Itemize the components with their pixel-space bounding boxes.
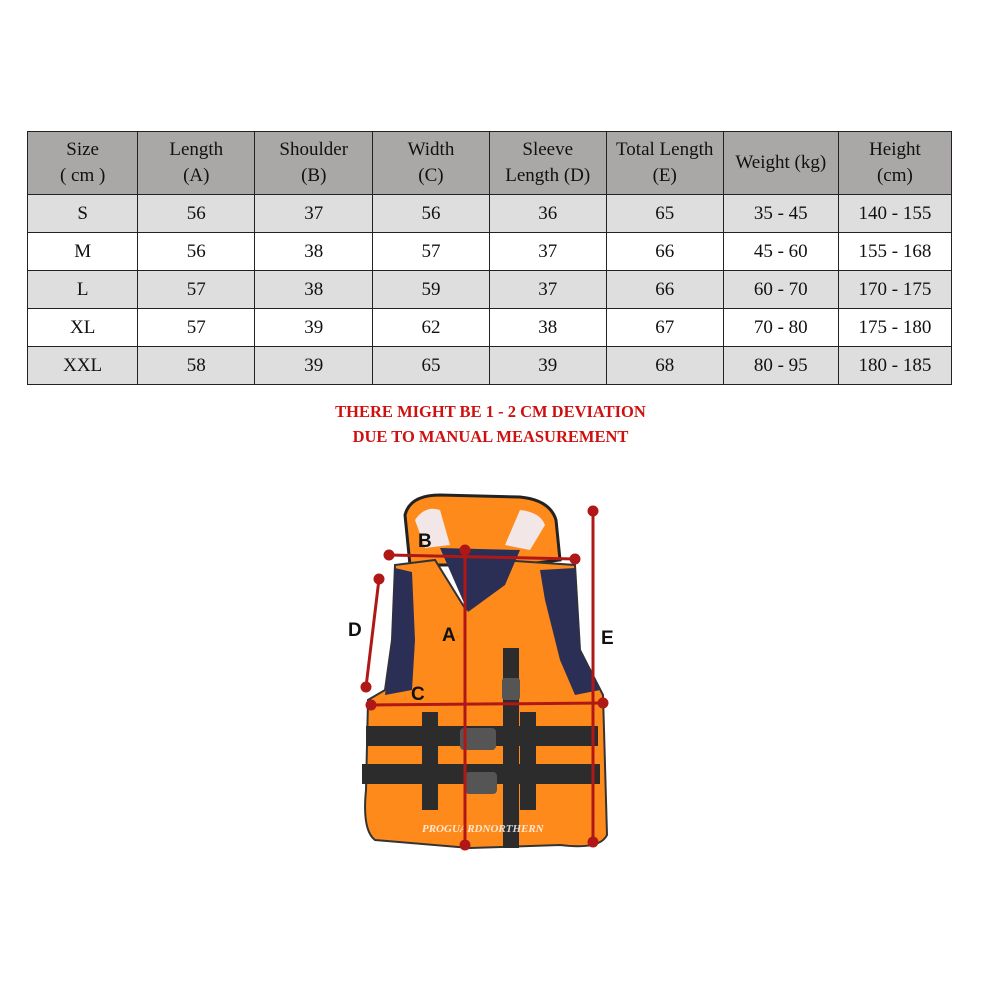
hood-lining (415, 508, 545, 550)
table-cell: 45 - 60 (722, 232, 839, 271)
label-c: C (411, 684, 425, 705)
table-cell: 39 (254, 346, 374, 385)
table-cell: 37 (488, 270, 607, 309)
column-header-text: Length (D) (505, 165, 591, 186)
table-cell: 65 (605, 194, 724, 233)
left-armhole (385, 568, 415, 695)
table-cell: 66 (605, 270, 724, 309)
column-header: Length (A) (137, 131, 256, 195)
table-cell: 140 - 155 (837, 194, 953, 233)
size-cell: XXL (26, 346, 139, 385)
right-armhole (540, 568, 600, 695)
column-header: Total Length (E) (605, 131, 724, 195)
column-header: Width (C) (372, 131, 490, 195)
label-b: B (418, 531, 432, 552)
inner-collar (440, 548, 520, 612)
table-cell: 180 - 185 (837, 346, 953, 385)
column-header-text: Width (407, 139, 455, 160)
table-cell: 58 (137, 346, 256, 385)
measure-line-b (388, 553, 576, 561)
table-cell: 38 (488, 308, 607, 347)
strap-left-vertical (422, 712, 438, 810)
table-row: M 56 38 57 37 66 45 - 60 155 - 168 (26, 232, 953, 271)
table-row: XL 57 39 62 38 67 70 - 80 175 - 180 (26, 308, 953, 347)
deviation-note-line2: DUE TO MANUAL MEASUREMENT (352, 427, 629, 446)
table-cell: 37 (254, 194, 374, 233)
table-row: L 57 38 59 37 66 60 - 70 170 - 175 (26, 270, 953, 309)
column-header: Shoulder (B) (254, 131, 374, 195)
column-header-text: (E) (652, 165, 677, 186)
table-header-row: Size ( cm ) Length (A) Shoulder (B) Width (C) Sl… (26, 131, 953, 195)
table-cell: 39 (488, 346, 607, 385)
column-header: Size ( cm ) (26, 131, 139, 195)
table-cell: 66 (605, 232, 724, 271)
table-cell: 37 (488, 232, 607, 271)
table-cell: 57 (372, 232, 490, 271)
label-a: A (442, 625, 456, 646)
table-cell: 155 - 168 (837, 232, 953, 271)
table-cell: 38 (254, 232, 374, 271)
size-cell: XL (26, 308, 139, 347)
column-header: Weight (kg) (722, 131, 839, 195)
table-cell: 68 (605, 346, 724, 385)
watermark: PROGUARDNORTHERN (422, 823, 545, 835)
column-header-text: Weight (kg) (735, 152, 827, 173)
buckle-center (502, 678, 520, 700)
size-chart-table: Size ( cm ) Length (A) Shoulder (B) Width (C) Sl… (26, 131, 953, 385)
column-header-text: Height (869, 139, 921, 160)
label-e: E (601, 628, 614, 649)
column-header-text: (B) (301, 165, 327, 186)
buckle-upper (460, 728, 496, 750)
deviation-note-line1: THERE MIGHT BE 1 - 2 CM DEVIATION (335, 402, 646, 421)
measure-line-d (364, 578, 381, 688)
column-header-text: Size (66, 139, 99, 160)
column-header-text: (A) (183, 165, 210, 186)
table-cell: 56 (372, 194, 490, 233)
table-cell: 36 (488, 194, 607, 233)
measure-line-c (370, 701, 604, 707)
column-header-text: Total Length (616, 139, 714, 160)
table-cell: 62 (372, 308, 490, 347)
table-row: XXL 58 39 65 39 68 80 - 95 180 - 185 (26, 346, 953, 385)
table-cell: 57 (137, 270, 256, 309)
table-cell: 65 (372, 346, 490, 385)
column-header-text: Length (169, 139, 224, 160)
table-cell: 56 (137, 194, 256, 233)
table-cell: 175 - 180 (837, 308, 953, 347)
table-cell: 60 - 70 (722, 270, 839, 309)
column-header-text: ( cm ) (59, 165, 106, 186)
table-cell: 80 - 95 (722, 346, 839, 385)
column-header-text: (cm) (876, 165, 913, 186)
size-cell: M (26, 232, 139, 271)
column-header-text: Shoulder (279, 139, 349, 160)
label-d: D (348, 620, 362, 641)
table-row: S 56 37 56 36 65 35 - 45 140 - 155 (26, 194, 953, 233)
size-cell: L (26, 270, 139, 309)
table-cell: 170 - 175 (837, 270, 953, 309)
buckle-lower (465, 772, 497, 794)
table-cell: 57 (137, 308, 256, 347)
table-cell: 56 (137, 232, 256, 271)
column-header: Sleeve Length (D) (488, 131, 607, 195)
strap-right-vertical (520, 712, 536, 810)
column-header-text: Sleeve (522, 139, 574, 160)
table-cell: 59 (372, 270, 490, 309)
table-cell: 35 - 45 (722, 194, 839, 233)
column-header-text: (C) (418, 165, 444, 186)
